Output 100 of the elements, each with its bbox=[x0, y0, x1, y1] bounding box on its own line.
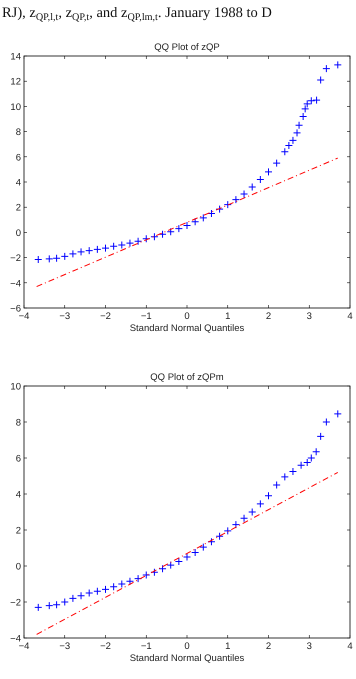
point bbox=[295, 121, 304, 130]
point bbox=[334, 60, 342, 69]
x-tick-label: 3 bbox=[306, 641, 312, 652]
chart-title: QQ Plot of zQPm bbox=[150, 372, 224, 383]
y-tick-label: −6 bbox=[10, 304, 21, 314]
x-tick-label: −1 bbox=[140, 641, 152, 652]
y-tick-label: 0 bbox=[16, 562, 21, 572]
point bbox=[199, 543, 208, 552]
point bbox=[280, 472, 289, 481]
point bbox=[150, 232, 158, 241]
point bbox=[272, 159, 281, 168]
y-tick-label: 4 bbox=[16, 178, 21, 188]
point bbox=[174, 558, 183, 566]
y-tick-label: −4 bbox=[10, 278, 21, 290]
y-tick-label: −4 bbox=[10, 634, 21, 644]
point bbox=[312, 96, 321, 104]
point bbox=[322, 418, 330, 426]
point bbox=[166, 228, 175, 236]
point bbox=[288, 468, 297, 476]
point bbox=[207, 210, 216, 218]
point bbox=[85, 589, 94, 597]
point bbox=[158, 230, 167, 238]
point bbox=[322, 64, 330, 73]
point bbox=[134, 574, 142, 583]
y-tick-label: 10 bbox=[10, 382, 21, 392]
point bbox=[297, 461, 306, 470]
y-tick-label: 6 bbox=[16, 152, 21, 164]
x-tick-label: 1 bbox=[225, 641, 230, 652]
point bbox=[264, 168, 272, 176]
x-axis-title: Standard Normal Quantiles bbox=[130, 653, 245, 664]
point bbox=[118, 580, 126, 588]
point bbox=[118, 241, 126, 249]
x-tick-label: 4 bbox=[347, 311, 353, 322]
point bbox=[183, 221, 191, 230]
point bbox=[68, 250, 77, 258]
point bbox=[312, 448, 320, 456]
point bbox=[303, 100, 312, 108]
point bbox=[60, 598, 69, 606]
point bbox=[85, 246, 94, 255]
point bbox=[68, 594, 77, 602]
point bbox=[102, 244, 110, 252]
point bbox=[224, 200, 232, 209]
point bbox=[240, 190, 248, 198]
point bbox=[232, 196, 240, 204]
point bbox=[93, 245, 102, 254]
x-tick-label: 3 bbox=[306, 311, 312, 322]
point bbox=[216, 205, 224, 214]
x-tick-label: −3 bbox=[59, 311, 70, 322]
x-tick-label: −3 bbox=[59, 641, 70, 652]
x-tick-label: 0 bbox=[184, 641, 190, 652]
y-tick-label: 4 bbox=[16, 490, 21, 500]
point bbox=[316, 76, 325, 84]
chart-title: QQ Plot of zQP bbox=[154, 42, 220, 53]
point bbox=[77, 248, 86, 256]
y-tick-label: 2 bbox=[16, 202, 21, 214]
text: RJ), z$_{QP,l,t}$, z$_{QP,t}$, and z$_{QP,lm,t}$. January 1988 to D bbox=[2, 5, 272, 23]
y-tick-label: −2 bbox=[10, 598, 21, 608]
point bbox=[110, 582, 118, 591]
point bbox=[45, 254, 54, 263]
point bbox=[293, 128, 302, 137]
point bbox=[60, 252, 69, 260]
x-tick-label: −2 bbox=[100, 311, 111, 322]
point bbox=[77, 592, 86, 600]
x-tick-label: 4 bbox=[347, 641, 353, 652]
point bbox=[307, 454, 316, 462]
point bbox=[134, 237, 142, 246]
point bbox=[34, 255, 42, 264]
point bbox=[307, 96, 316, 105]
point bbox=[102, 585, 110, 594]
point bbox=[248, 183, 256, 192]
point bbox=[126, 577, 134, 586]
point bbox=[150, 568, 158, 576]
y-tick-label: 12 bbox=[10, 76, 21, 88]
point bbox=[191, 548, 200, 556]
point bbox=[280, 148, 289, 156]
point bbox=[45, 602, 54, 610]
point bbox=[142, 571, 150, 579]
x-tick-label: −2 bbox=[100, 641, 111, 652]
point bbox=[199, 214, 208, 222]
x-tick-label: 2 bbox=[266, 311, 272, 322]
point bbox=[301, 104, 310, 113]
x-tick-label: 0 bbox=[184, 311, 190, 322]
point bbox=[334, 410, 342, 418]
point bbox=[216, 532, 224, 540]
point bbox=[34, 603, 42, 612]
point bbox=[158, 564, 167, 573]
point bbox=[174, 224, 183, 233]
point bbox=[52, 600, 61, 609]
y-tick-label: −2 bbox=[10, 253, 21, 264]
point bbox=[272, 481, 281, 489]
y-tick-label: 8 bbox=[16, 127, 21, 138]
point bbox=[191, 218, 200, 226]
y-tick-label: 8 bbox=[16, 418, 21, 428]
point bbox=[240, 514, 248, 522]
y-tick-label: 6 bbox=[16, 454, 21, 464]
y-tick-label: 2 bbox=[16, 526, 21, 536]
point bbox=[224, 526, 232, 535]
x-tick-label: 2 bbox=[266, 641, 272, 652]
point bbox=[52, 254, 61, 262]
point bbox=[183, 553, 191, 561]
